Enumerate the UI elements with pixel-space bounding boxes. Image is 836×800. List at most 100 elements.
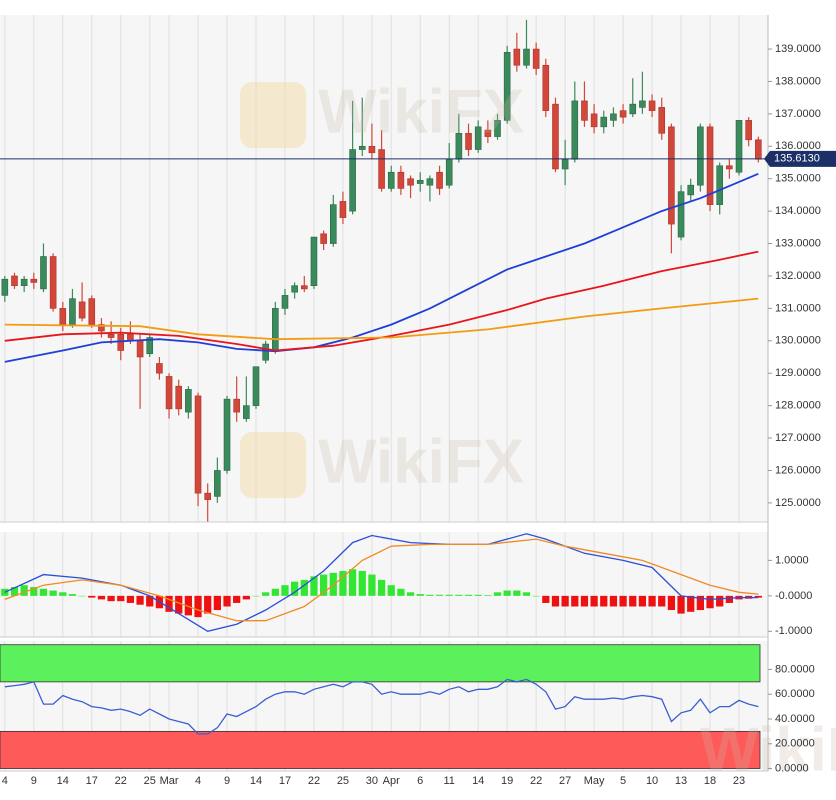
y-tick-label: 132.0000: [775, 270, 821, 282]
histogram-bar: [416, 594, 424, 596]
x-tick-label: Apr: [383, 775, 400, 787]
histogram-bar: [194, 595, 202, 618]
x-tick-label: 17: [86, 775, 98, 787]
candle-body: [358, 145, 366, 150]
candle-body: [397, 171, 405, 189]
x-tick-label: May: [584, 775, 605, 787]
rsi-band: [0, 730, 761, 769]
candle-body: [11, 275, 18, 286]
x-tick-label: 23: [733, 775, 745, 787]
histogram-bar: [455, 594, 463, 596]
histogram-bar: [49, 590, 57, 596]
candle-body: [445, 158, 453, 186]
histogram-bar: [59, 592, 67, 596]
candle-body: [523, 48, 530, 66]
x-tick-label: 5: [620, 775, 626, 787]
y-tick-label: 138.0000: [775, 75, 821, 87]
watermark: WikiFX: [700, 715, 836, 784]
candle-body: [735, 120, 743, 173]
x-tick-label: 6: [417, 775, 423, 787]
histogram-bar: [696, 595, 704, 611]
moving-average: [4, 297, 759, 341]
y-tick-label: 135.0000: [775, 173, 821, 185]
y-tick-label: 40.0000: [775, 713, 815, 725]
candle-body: [677, 191, 685, 238]
histogram-bar: [291, 581, 299, 596]
histogram-bar: [474, 594, 482, 596]
candle-body: [668, 126, 675, 225]
histogram-bar: [532, 595, 540, 597]
y-tick-label: 125.0000: [775, 497, 821, 509]
histogram-bar: [667, 595, 676, 611]
candle-body: [185, 389, 192, 413]
candle-body: [40, 256, 47, 290]
histogram-bar: [30, 586, 38, 596]
histogram-bar: [204, 595, 212, 614]
candle-body: [561, 158, 569, 170]
histogram-bar: [629, 595, 637, 607]
candle-body: [474, 126, 482, 150]
histogram-bar: [648, 595, 656, 607]
histogram-bar: [184, 595, 192, 616]
y-tick-label: 1.0000: [775, 554, 809, 566]
candle-body: [581, 100, 588, 121]
x-tick-label: 9: [224, 775, 230, 787]
histogram-bar: [233, 595, 241, 603]
candle-body: [78, 301, 86, 319]
histogram-bar: [271, 588, 279, 596]
candle-body: [378, 149, 385, 189]
candle-body: [156, 363, 163, 374]
plot-layer: [0, 15, 768, 771]
histogram-bar: [387, 585, 395, 596]
candle-body: [320, 233, 327, 244]
y-tick-label: 126.0000: [775, 464, 821, 476]
moving-average: [4, 172, 759, 363]
x-tick-label: 30: [366, 775, 378, 787]
histogram-bar: [638, 595, 647, 607]
histogram-bar: [445, 594, 453, 596]
y-tick-label: 139.0000: [775, 43, 821, 55]
histogram-bar: [329, 572, 337, 596]
main-panel: [0, 15, 768, 522]
candle-body: [387, 171, 395, 189]
candle-body: [165, 376, 173, 410]
y-tick-label: -0.0000: [775, 590, 812, 602]
histogram-bar: [281, 585, 289, 596]
x-tick-label: 14: [472, 775, 484, 787]
histogram-bar: [426, 594, 434, 596]
candle-body: [542, 64, 550, 111]
candle-body: [484, 129, 492, 137]
x-tick-label: 14: [250, 775, 262, 787]
y-tick-label: 131.0000: [775, 302, 821, 314]
histogram-bar: [484, 595, 492, 596]
histogram-bar: [397, 588, 405, 596]
candle-body: [726, 165, 733, 170]
histogram-bar: [725, 595, 733, 603]
candle-body: [687, 184, 695, 196]
candle-body: [619, 110, 627, 118]
y-tick-label: 60.0000: [775, 688, 815, 700]
candle-body: [552, 103, 559, 170]
candle-body: [30, 278, 38, 283]
histogram-bar: [600, 595, 608, 607]
histogram-bar: [590, 595, 598, 607]
y-tick-label: 20.0000: [775, 738, 815, 750]
histogram-bar: [175, 595, 183, 614]
candle-body: [706, 126, 714, 205]
histogram-bar: [561, 595, 569, 607]
y-tick-label: 136.0000: [775, 140, 821, 152]
candle-body: [20, 278, 28, 286]
histogram-bar: [609, 595, 618, 607]
candle-body: [214, 470, 221, 497]
y-tick-label: -1.0000: [775, 625, 812, 637]
candle-body: [745, 120, 752, 141]
candle-body: [301, 285, 308, 290]
y-tick-label: 133.0000: [775, 237, 821, 249]
candle-body: [136, 340, 144, 358]
histogram-bar: [377, 579, 386, 596]
candle-body: [243, 405, 250, 419]
histogram-bar: [687, 595, 695, 612]
histogram-bar: [368, 574, 376, 596]
candle-body: [416, 180, 424, 184]
candle-body: [590, 113, 598, 128]
